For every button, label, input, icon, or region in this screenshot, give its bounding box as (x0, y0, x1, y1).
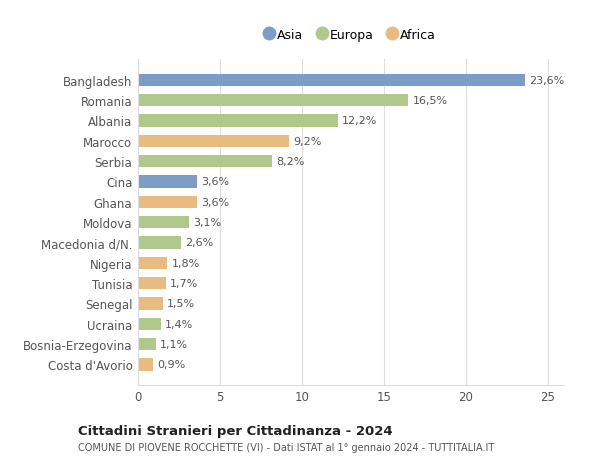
Text: 1,8%: 1,8% (172, 258, 200, 268)
Bar (138, 135, 289, 147)
Bar (138, 257, 167, 269)
Bar (138, 358, 153, 371)
Bar (138, 277, 166, 290)
Bar (138, 156, 272, 168)
Text: 3,6%: 3,6% (201, 177, 229, 187)
Bar (138, 196, 197, 208)
Text: 16,5%: 16,5% (412, 96, 448, 106)
Bar (138, 74, 524, 87)
Text: 2,6%: 2,6% (185, 238, 213, 248)
Bar (138, 237, 181, 249)
Text: 3,6%: 3,6% (201, 197, 229, 207)
Text: 1,5%: 1,5% (167, 299, 195, 309)
Text: 1,1%: 1,1% (160, 339, 188, 349)
Text: COMUNE DI PIOVENE ROCCHETTE (VI) - Dati ISTAT al 1° gennaio 2024 - TUTTITALIA.IT: COMUNE DI PIOVENE ROCCHETTE (VI) - Dati … (78, 442, 494, 452)
Text: 12,2%: 12,2% (342, 116, 377, 126)
Bar (138, 338, 156, 351)
Bar (138, 176, 197, 188)
Text: 1,7%: 1,7% (170, 279, 198, 288)
Bar (138, 95, 409, 107)
Text: 3,1%: 3,1% (193, 218, 221, 228)
Text: 9,2%: 9,2% (293, 136, 321, 146)
Text: 1,4%: 1,4% (165, 319, 193, 329)
Bar (138, 115, 338, 127)
Bar (138, 217, 189, 229)
Text: 23,6%: 23,6% (529, 76, 564, 85)
Bar (138, 298, 163, 310)
Text: 8,2%: 8,2% (277, 157, 305, 167)
Bar (138, 318, 161, 330)
Legend: Asia, Europa, Africa: Asia, Europa, Africa (261, 23, 441, 46)
Text: Cittadini Stranieri per Cittadinanza - 2024: Cittadini Stranieri per Cittadinanza - 2… (78, 425, 392, 437)
Text: 0,9%: 0,9% (157, 360, 185, 369)
